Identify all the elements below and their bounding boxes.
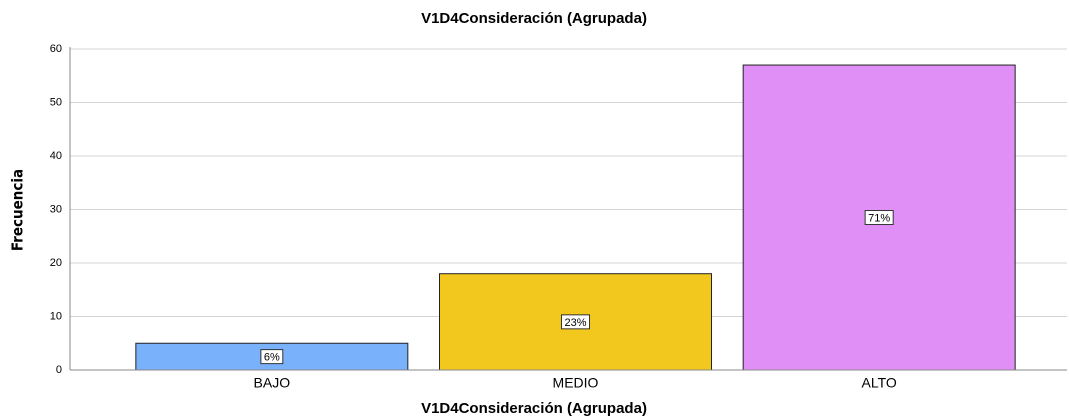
x-tick-label: MEDIO xyxy=(553,375,599,391)
y-tick-label: 40 xyxy=(50,150,62,162)
x-tick-label: ALTO xyxy=(862,375,897,391)
y-tick-label: 10 xyxy=(50,310,62,322)
x-tick-label: BAJO xyxy=(254,375,291,391)
data-label: 71% xyxy=(868,212,890,224)
x-axis-title: V1D4Consideración (Agrupada) xyxy=(421,400,647,417)
y-tick-label: 30 xyxy=(50,203,62,215)
data-label-box xyxy=(260,349,284,365)
y-tick-label: 60 xyxy=(50,43,62,55)
y-tick-label: 0 xyxy=(56,364,62,376)
data-label: 6% xyxy=(264,352,280,364)
y-tick-label: 20 xyxy=(50,257,62,269)
data-label: 23% xyxy=(564,317,586,329)
data-label-box xyxy=(864,210,894,226)
y-tick-label: 50 xyxy=(50,96,62,108)
chart-title: V1D4Consideración (Agrupada) xyxy=(421,10,647,27)
data-label-box xyxy=(560,314,591,330)
y-axis-title: Frecuencia xyxy=(9,169,27,251)
